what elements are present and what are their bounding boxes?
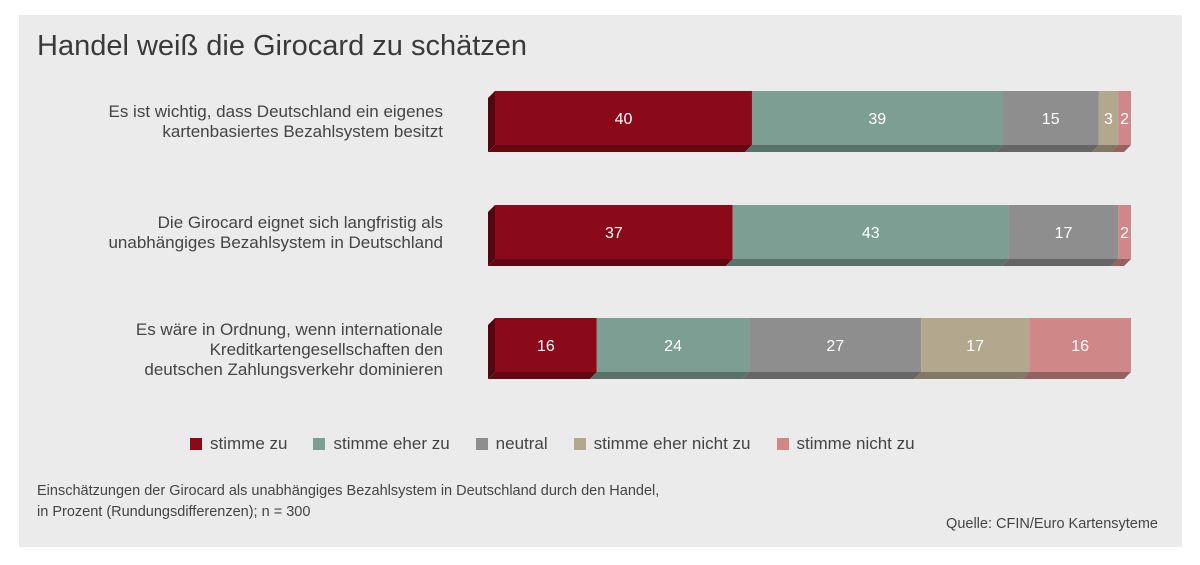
category-label-line: Die Girocard eignet sich langfristig als (157, 213, 443, 232)
legend-swatch (475, 438, 488, 450)
bar-end-cap (488, 91, 495, 152)
category-label-line: unabhängiges Bezahlsystem in Deutschland (108, 233, 443, 252)
bar-segment (751, 91, 1003, 145)
bar-depth-face (742, 372, 922, 379)
bar-end-cap (488, 318, 495, 379)
footnote-line: in Prozent (Rundungsdifferenzen); n = 30… (37, 504, 311, 520)
legend-label: stimme eher nicht zu (593, 434, 751, 453)
bar-segment (1118, 91, 1131, 145)
legend-swatch (573, 438, 586, 450)
bar-depth-face (488, 145, 752, 152)
legend-item-stimme-eher-nicht-zu: stimme eher nicht zu (573, 434, 751, 454)
data-label: 2 (1120, 225, 1129, 242)
bar-depth-face (1022, 372, 1131, 379)
legend-swatch (190, 438, 202, 450)
legend: stimme zu stimme eher zu neutral stimme … (190, 434, 915, 454)
bar-segment (1002, 91, 1099, 145)
bar-depth-face (589, 372, 750, 379)
category-label-1: Es ist wichtig, dass Deutschland ein eig… (23, 102, 443, 142)
legend-swatch (776, 438, 789, 450)
bar-depth-face (488, 259, 733, 266)
data-label: 27 (826, 338, 844, 355)
bar-depth-face (744, 145, 1003, 152)
bar-depth-face (1001, 259, 1119, 266)
legend-swatch (313, 438, 326, 450)
data-label: 17 (966, 338, 984, 355)
data-label: 16 (1071, 338, 1089, 355)
data-label: 40 (615, 111, 633, 128)
bar-segment (1029, 318, 1131, 372)
bar-segment (495, 205, 733, 259)
category-label-2: Die Girocard eignet sich langfristig als… (23, 213, 443, 253)
category-label-3: Es wäre in Ordnung, wenn internationale … (23, 320, 443, 380)
data-label: 16 (537, 338, 555, 355)
bar-depth-face (1111, 259, 1131, 266)
legend-label: neutral (495, 434, 548, 453)
bar-depth-face (488, 372, 597, 379)
legend-item-neutral: neutral (475, 434, 548, 454)
bar-depth-face (1091, 145, 1119, 152)
legend-label: stimme nicht zu (796, 434, 915, 453)
data-label: 15 (1042, 111, 1060, 128)
bar-segment (732, 205, 1009, 259)
category-label-line: Es ist wichtig, dass Deutschland ein eig… (108, 102, 443, 121)
chart-title: Handel weiß die Girocard zu schätzen (37, 30, 528, 62)
data-label: 24 (664, 338, 682, 355)
legend-label: stimme zu (210, 434, 288, 453)
bar-segment (1008, 205, 1119, 259)
bar-segment (1118, 205, 1131, 259)
category-label-line: Kreditkartengesellschaften den (209, 340, 443, 359)
category-label-line: kartenbasiertes Bezahlsystem besitzt (162, 122, 443, 141)
bar-depth-face (725, 259, 1009, 266)
bar-depth-face (914, 372, 1030, 379)
category-label-line: Es wäre in Ordnung, wenn internationale (135, 320, 443, 339)
data-label: 39 (868, 111, 886, 128)
bar-segment (495, 318, 597, 372)
bar-segment (495, 91, 752, 145)
source-note: Quelle: CFIN/Euro Kartensyteme (946, 516, 1158, 532)
data-label: 2 (1120, 111, 1129, 128)
bar-segment (921, 318, 1030, 372)
legend-item-stimme-nicht-zu: stimme nicht zu (776, 434, 915, 454)
bar-segment (749, 318, 922, 372)
bar-end-cap (488, 205, 495, 266)
legend-item-stimme-eher-zu: stimme eher zu (313, 434, 450, 454)
legend-label: stimme eher zu (333, 434, 450, 453)
bar-segment (1098, 91, 1119, 145)
data-label: 43 (862, 225, 880, 242)
data-label: 37 (605, 225, 623, 242)
footnote: Einschätzungen der Girocard als unabhäng… (37, 481, 659, 523)
bar-depth-face (1111, 145, 1131, 152)
bar-segment (596, 318, 750, 372)
data-label: 17 (1055, 225, 1073, 242)
legend-item-stimme-zu: stimme zu (190, 434, 287, 454)
bar-depth-face (995, 145, 1099, 152)
category-label-line: deutschen Zahlungsverkehr dominieren (144, 360, 443, 379)
data-label: 3 (1104, 111, 1113, 128)
footnote-line: Einschätzungen der Girocard als unabhäng… (37, 483, 660, 499)
